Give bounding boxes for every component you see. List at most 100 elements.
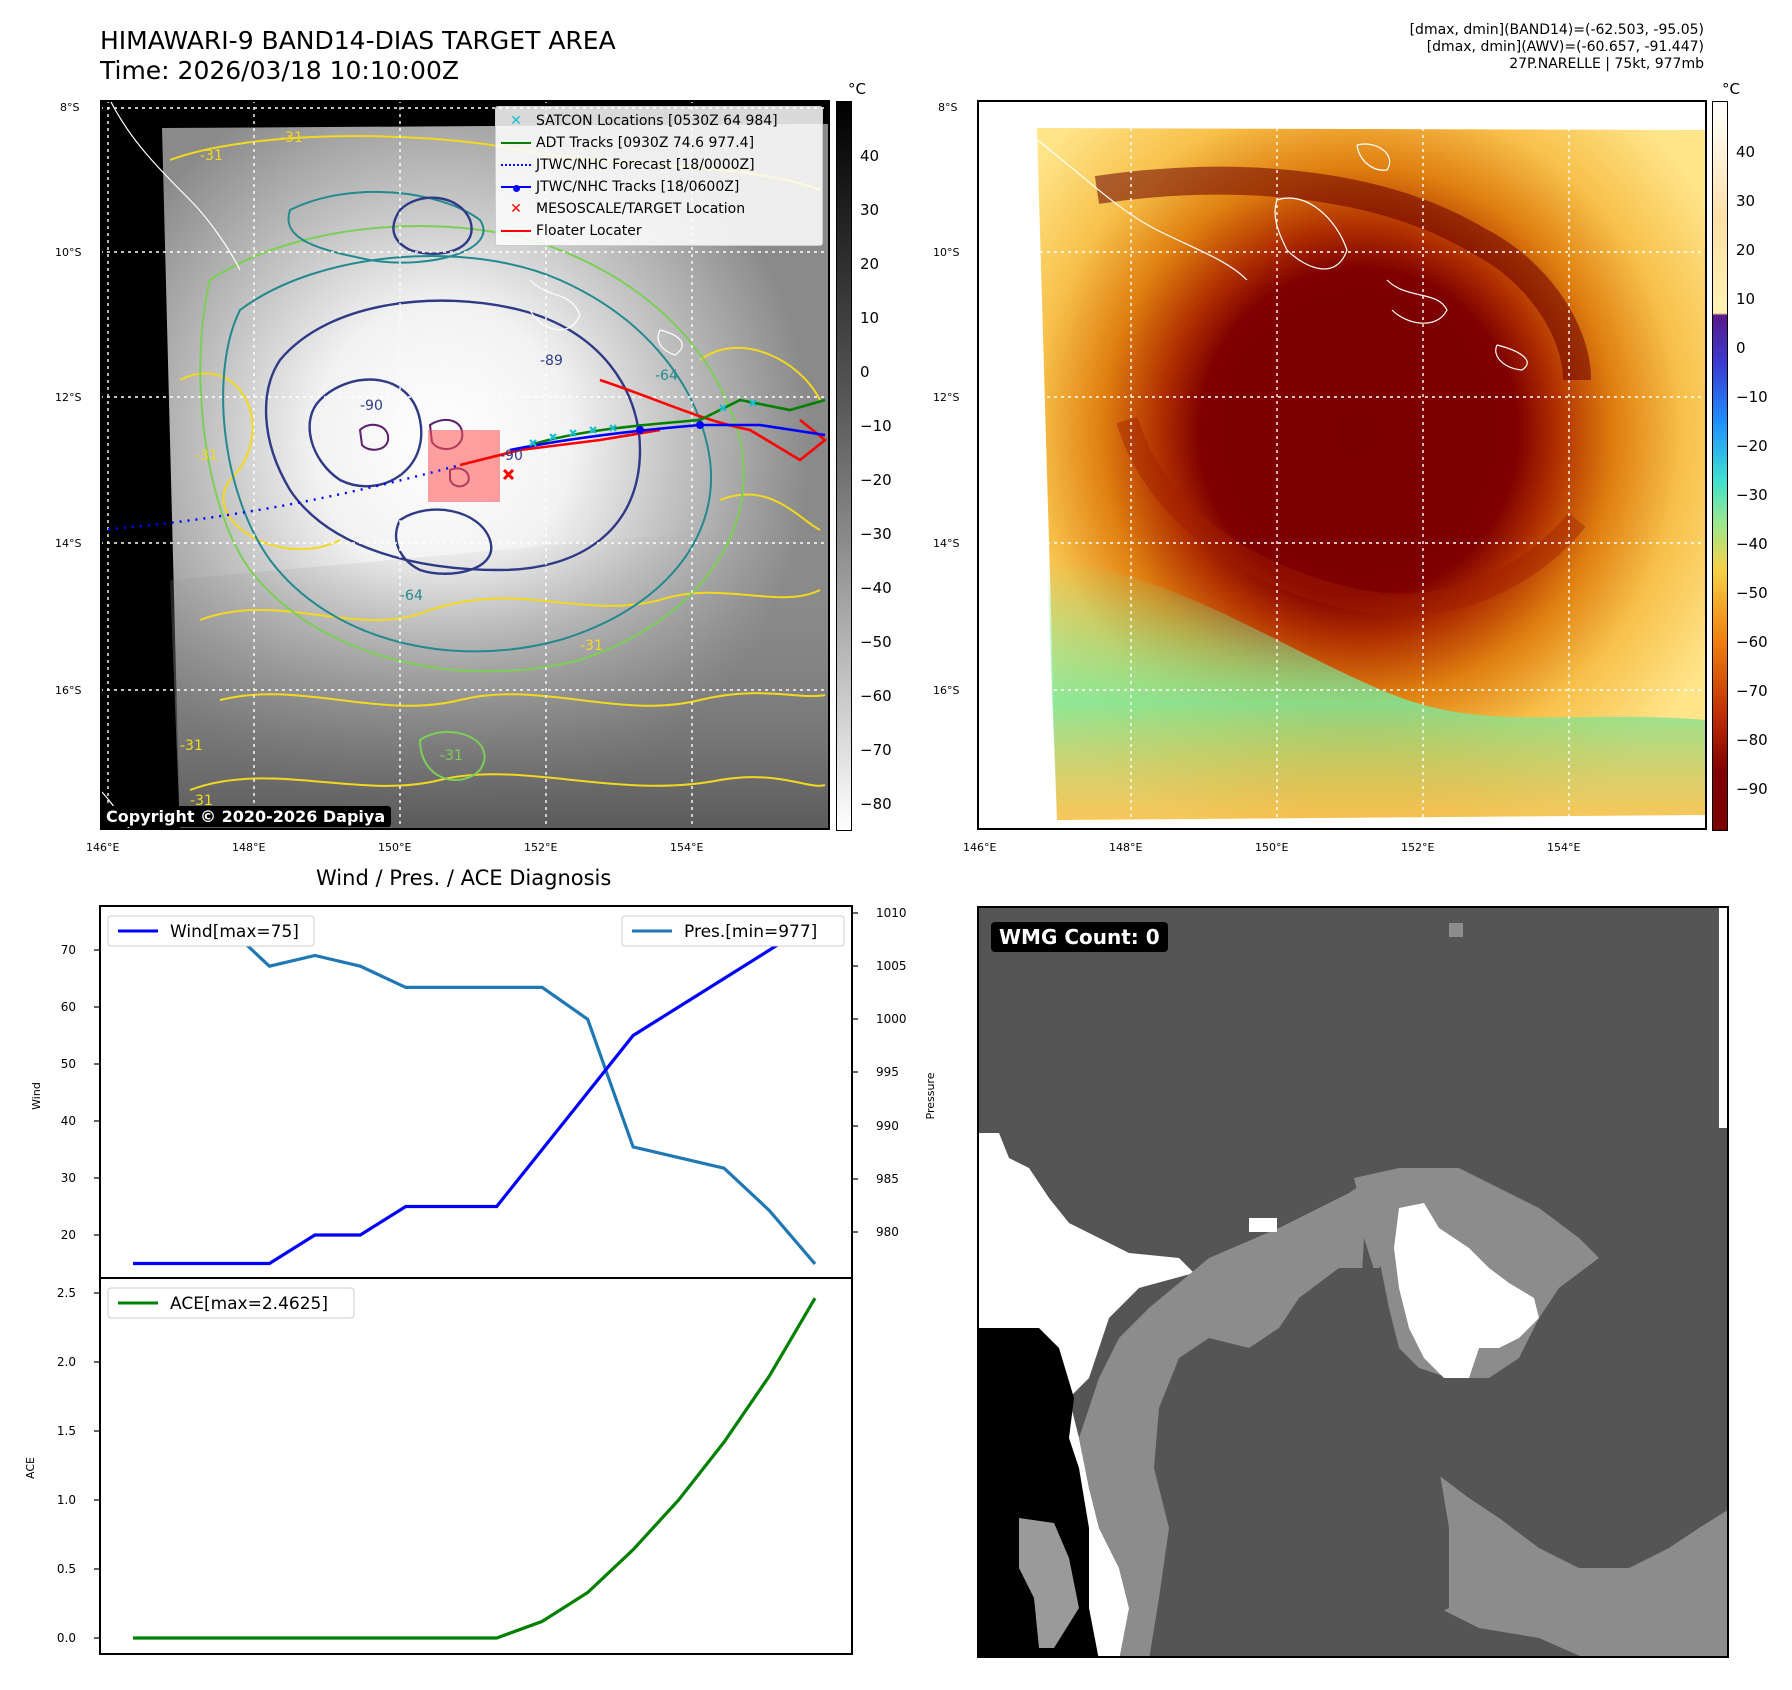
contour-label: -31 <box>190 793 213 809</box>
wind-tick: 60 <box>61 1000 76 1014</box>
lon-label: 146°E <box>963 841 997 854</box>
lat-label: 10°S <box>933 246 960 259</box>
legend-line-icon <box>496 135 536 151</box>
contour-label: -90 <box>360 398 383 414</box>
mesoscale-target-marker <box>502 468 515 481</box>
colorbar-tick: −50 <box>860 633 892 651</box>
wmg-image <box>979 908 1727 1656</box>
wind-tick: 20 <box>61 1228 76 1242</box>
pressure-tick: 1000 <box>876 1012 907 1026</box>
legend-line-dot-icon <box>496 179 536 195</box>
pressure-tick: 980 <box>876 1225 899 1239</box>
contour-label: -64 <box>655 368 678 384</box>
ace-frame <box>99 1277 853 1655</box>
lon-label: 152°E <box>1401 841 1435 854</box>
pressure-tick: 1010 <box>876 906 907 920</box>
legend-label: MESOSCALE/TARGET Location <box>536 201 746 217</box>
floater-locater-line <box>599 378 828 462</box>
target-box <box>428 430 500 502</box>
colorbar-tick: 30 <box>860 201 880 219</box>
colorbar-tick: 30 <box>1736 192 1756 210</box>
satcon-locations <box>529 399 757 447</box>
lon-label: 152°E <box>524 841 558 854</box>
pressure-legend: Pres.[min=977] <box>621 915 845 947</box>
pressure-tick: 985 <box>876 1172 899 1186</box>
wind-tick: 50 <box>61 1057 76 1071</box>
colorbar-tick: −80 <box>860 795 892 813</box>
legend-label: SATCON Locations [0530Z 64 984] <box>536 113 778 129</box>
lon-label: 148°E <box>232 841 266 854</box>
wind-legend: Wind[max=75] <box>107 915 315 947</box>
colorbar-left-ticks: 40 30 20 10 0 −10 −20 −30 −40 −50 −60 −7… <box>860 101 910 831</box>
ace-tick: 0.0 <box>57 1631 76 1645</box>
ace-ticks: 2.5 2.0 1.5 1.0 0.5 0.0 <box>57 1286 76 1645</box>
colorbar-tick: 10 <box>860 309 880 327</box>
colorbar-right-unit: °C <box>1722 80 1740 98</box>
lat-label: 8°S <box>60 101 80 114</box>
wind-pres-frame <box>99 905 853 1279</box>
band14-map: -31 -31 -31 -31 -31 -31 -31 -90 -90 -89 … <box>99 99 830 831</box>
legend-item-mesoscale: ✕ MESOSCALE/TARGET Location <box>496 198 822 220</box>
contour-label: -31 <box>580 638 603 654</box>
colorbar-tick: −40 <box>1736 535 1768 553</box>
floater-locater-line-2 <box>459 428 661 467</box>
ace-legend: ACE[max=2.4625] <box>107 1287 355 1319</box>
colorbar-right <box>1712 101 1728 831</box>
colorbar-tick: −70 <box>860 741 892 759</box>
info-block: [dmax, dmin](BAND14)=(-62.503, -95.05) [… <box>1104 22 1704 73</box>
colorbar-tick: −40 <box>860 579 892 597</box>
lat-label: 16°S <box>933 684 960 697</box>
lat-label: 14°S <box>55 537 82 550</box>
ace-legend-label: ACE[max=2.4625] <box>170 1294 328 1314</box>
colorbar-right-ticks: 40 30 20 10 0 −10 −20 −30 −40 −50 −60 −7… <box>1736 101 1786 831</box>
ace-series-line <box>133 1297 817 1640</box>
lat-label: 12°S <box>55 391 82 404</box>
legend-dotted-line-icon <box>496 157 536 173</box>
lon-label: 150°E <box>378 841 412 854</box>
lat-label: 14°S <box>933 537 960 550</box>
colorbar-tick: −70 <box>1736 682 1768 700</box>
contour-label: -31 <box>280 130 303 146</box>
colorbar-tick: −10 <box>1736 388 1768 406</box>
awv-map <box>977 100 1707 830</box>
lat-label: 8°S <box>938 101 958 114</box>
colorbar-tick: −60 <box>860 687 892 705</box>
colorbar-tick: 0 <box>860 363 870 381</box>
pressure-legend-label: Pres.[min=977] <box>684 922 817 942</box>
pressure-tick: 995 <box>876 1065 899 1079</box>
jtwc-forecast-line <box>99 463 461 532</box>
info-awv-range: [dmax, dmin](AWV)=(-60.657, -91.447) <box>1426 39 1704 55</box>
colorbar-tick: −50 <box>1736 584 1768 602</box>
copyright-badge: Copyright © 2020-2026 Dapiya <box>100 806 392 827</box>
lon-label: 146°E <box>86 841 120 854</box>
awv-map-frame <box>977 100 1707 830</box>
contour-label: -90 <box>500 448 523 464</box>
colorbar-left <box>836 101 852 831</box>
colorbar-tick: −90 <box>1736 780 1768 798</box>
pressure-ticks: 1010 1005 1000 995 990 985 980 <box>876 906 907 1239</box>
legend-label: ADT Tracks [0930Z 74.6 977.4] <box>536 135 755 151</box>
wmg-panel: WMG Count: 0 <box>977 906 1729 1658</box>
legend-item-adt: ADT Tracks [0930Z 74.6 977.4] <box>496 132 822 154</box>
legend-label: JTWC/NHC Tracks [18/0600Z] <box>536 179 740 195</box>
colorbar-tick: 40 <box>860 147 880 165</box>
info-band14-range: [dmax, dmin](BAND14)=(-62.503, -95.05) <box>1409 22 1704 38</box>
colorbar-tick: −30 <box>860 525 892 543</box>
contour-label: -31 <box>440 748 463 764</box>
colorbar-tick: 10 <box>1736 290 1756 308</box>
wind-tick: 40 <box>61 1114 76 1128</box>
pressure-tick: 1005 <box>876 959 907 973</box>
pressure-tick: 990 <box>876 1119 899 1133</box>
colorbar-tick: −30 <box>1736 486 1768 504</box>
legend-line-icon <box>496 223 536 239</box>
legend-item-jtwc-forecast: JTWC/NHC Forecast [18/0000Z] <box>496 154 822 176</box>
lat-label: 16°S <box>55 684 82 697</box>
contour-label: -89 <box>540 353 563 369</box>
wind-axis-label: Wind <box>30 1082 43 1110</box>
lat-label: 12°S <box>933 391 960 404</box>
ace-tick: 1.5 <box>57 1424 76 1438</box>
colorbar-tick: −20 <box>1736 437 1768 455</box>
lon-label: 154°E <box>670 841 704 854</box>
ace-tick: 0.5 <box>57 1562 76 1576</box>
awv-map-image <box>977 100 1707 830</box>
